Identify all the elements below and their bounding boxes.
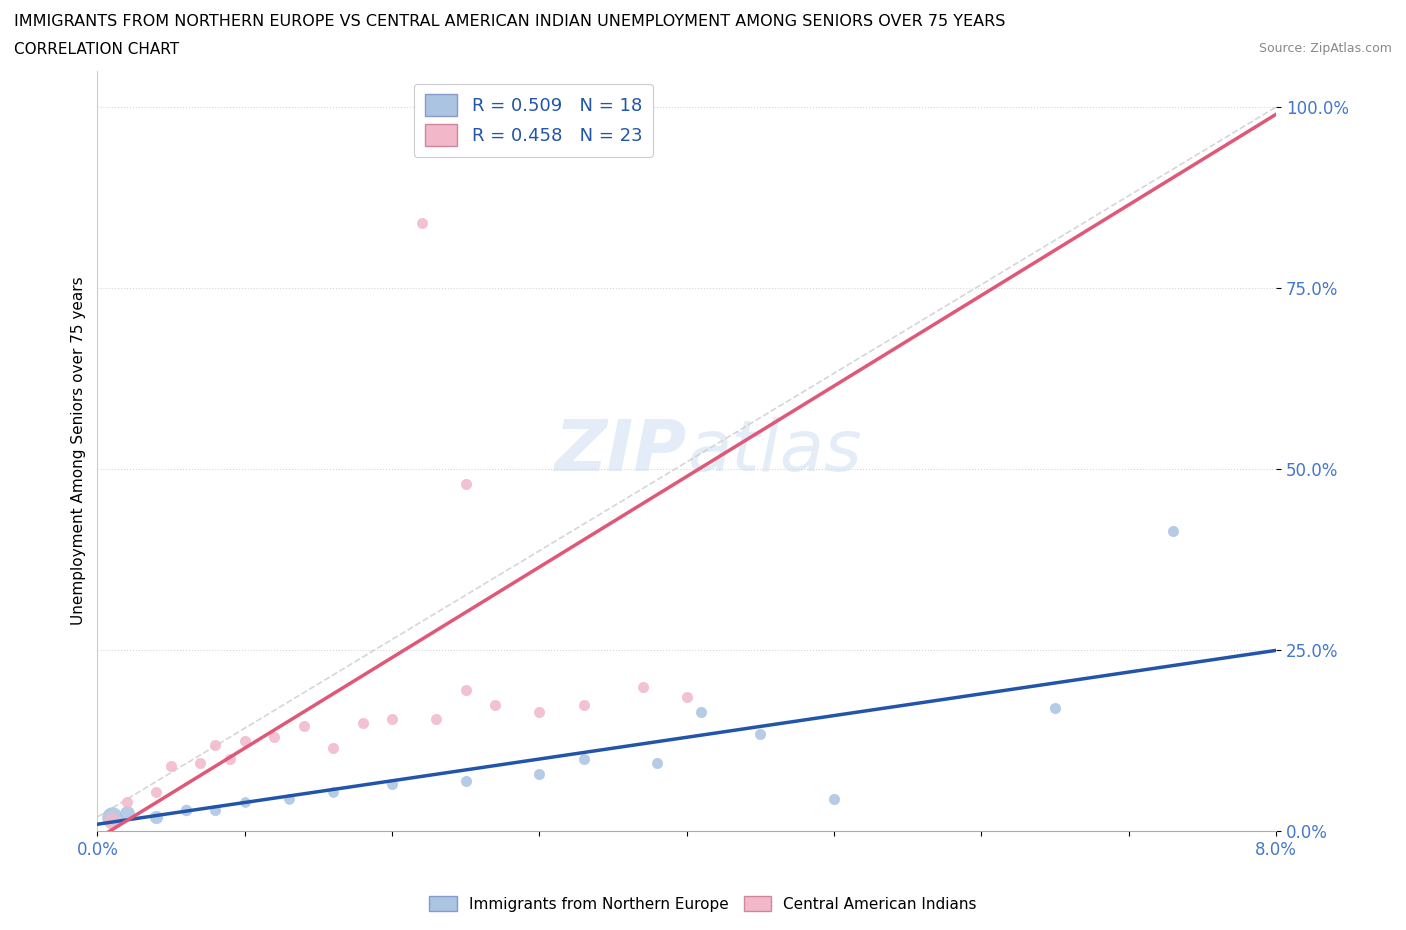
Text: atlas: atlas	[686, 417, 862, 485]
Point	[115, 795, 138, 810]
Point	[233, 795, 256, 810]
Point	[823, 791, 845, 806]
Point	[322, 784, 344, 799]
Text: ZIP: ZIP	[554, 417, 686, 485]
Point	[454, 476, 477, 491]
Point	[645, 755, 668, 770]
Point	[174, 803, 197, 817]
Point	[425, 711, 447, 726]
Point	[204, 737, 226, 752]
Point	[115, 806, 138, 821]
Point	[101, 809, 124, 824]
Point	[292, 719, 315, 734]
Point	[529, 705, 551, 720]
Point	[484, 698, 506, 712]
Point	[425, 143, 447, 158]
Point	[204, 803, 226, 817]
Text: IMMIGRANTS FROM NORTHERN EUROPE VS CENTRAL AMERICAN INDIAN UNEMPLOYMENT AMONG SE: IMMIGRANTS FROM NORTHERN EUROPE VS CENTR…	[14, 14, 1005, 29]
Point	[1161, 524, 1184, 538]
Point	[190, 755, 212, 770]
Point	[219, 751, 242, 766]
Legend: R = 0.509   N = 18, R = 0.458   N = 23: R = 0.509 N = 18, R = 0.458 N = 23	[413, 84, 654, 156]
Point	[454, 774, 477, 789]
Legend: Immigrants from Northern Europe, Central American Indians: Immigrants from Northern Europe, Central…	[423, 889, 983, 918]
Point	[690, 705, 713, 720]
Point	[322, 740, 344, 755]
Point	[1043, 701, 1066, 716]
Point	[675, 690, 697, 705]
Point	[381, 711, 404, 726]
Point	[529, 766, 551, 781]
Y-axis label: Unemployment Among Seniors over 75 years: Unemployment Among Seniors over 75 years	[72, 277, 86, 626]
Point	[749, 726, 772, 741]
Point	[277, 791, 299, 806]
Point	[631, 679, 654, 694]
Point	[352, 715, 374, 730]
Point	[454, 683, 477, 698]
Point	[145, 784, 167, 799]
Point	[101, 813, 124, 828]
Point	[572, 751, 595, 766]
Text: Source: ZipAtlas.com: Source: ZipAtlas.com	[1258, 42, 1392, 55]
Point	[572, 698, 595, 712]
Point	[233, 734, 256, 749]
Point	[160, 759, 183, 774]
Point	[411, 216, 433, 231]
Point	[145, 809, 167, 824]
Point	[381, 777, 404, 791]
Text: CORRELATION CHART: CORRELATION CHART	[14, 42, 179, 57]
Point	[263, 730, 285, 745]
